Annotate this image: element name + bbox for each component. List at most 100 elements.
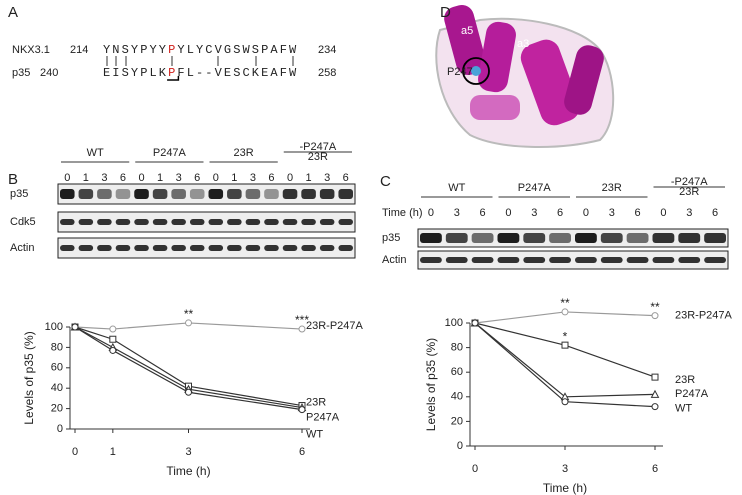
marker [109,346,117,354]
lane-label: 3 [609,207,615,219]
band [171,245,186,251]
x-axis-label: Time (h) [543,481,587,495]
band [245,219,261,225]
band [282,219,298,225]
marker [109,335,117,343]
marker [561,341,569,349]
series-label: P247A [675,388,709,400]
band [115,245,131,251]
band [301,245,316,251]
band [97,219,112,225]
sequence: YNSYPYY [103,43,168,57]
marker [71,323,79,331]
line [74,322,303,330]
band [420,257,442,263]
panel-label: D [440,4,451,21]
y-tick-label: 20 [51,403,63,415]
panel-label: C [380,173,391,190]
marker [298,325,306,333]
band [319,189,335,199]
band [264,245,279,251]
significance: *** [295,313,309,327]
group-label: 23R [234,147,254,159]
band [652,233,675,243]
lane-label: 6 [557,207,563,219]
x-axis-label: Time (h) [166,464,210,478]
band [78,189,94,199]
band [60,219,75,225]
underline [167,76,180,81]
lane-label: 0 [428,207,434,219]
marker [298,406,306,414]
band [171,189,186,199]
band [97,245,112,251]
x-tick-label: 3 [185,446,191,458]
marker [651,403,659,411]
band [523,233,546,243]
marker [185,388,192,396]
band [319,219,335,225]
band [549,257,571,263]
band [301,219,316,225]
marker [185,319,192,327]
y-tick-label: 40 [51,382,63,394]
marker [109,325,117,333]
band [189,189,205,199]
y-tick-label: 100 [45,321,63,333]
significance: ** [184,307,194,321]
band [420,233,442,243]
y-tick-label: 60 [451,366,463,378]
x-tick-label: 6 [652,463,658,475]
band [115,219,131,225]
significance: * [563,329,568,343]
x-tick-label: 1 [110,446,116,458]
lane-label: 3 [101,172,107,184]
y-tick-label: 60 [51,362,63,374]
band [78,219,94,225]
sequence-start: 214 [70,44,88,56]
line [74,326,303,411]
blot-frame [57,211,356,233]
band [704,257,726,263]
band [264,189,279,199]
x-tick-label: 6 [299,446,305,458]
band [134,245,149,251]
lane-label: 0 [287,172,293,184]
lane-label: 6 [194,172,200,184]
y-tick-label: 100 [445,317,463,329]
sequence-end: 258 [318,67,336,79]
sequence-name: NKX3.1 [12,44,50,56]
lane-label: 6 [268,172,274,184]
lane-label: 3 [686,207,692,219]
band [152,189,168,199]
structure: a5 a3 P247 [435,5,615,148]
panel-label: B [8,171,18,188]
band [338,245,353,251]
sequence: P [168,43,177,57]
row-label: p35 [10,188,28,200]
series-label: 23R-P247A [675,310,733,322]
sequence: FL--VESCKEAFW [177,66,298,80]
band [600,257,623,263]
significance: ** [650,300,660,314]
band [97,189,112,199]
band [208,189,224,199]
band [245,189,261,199]
lane-label: 3 [250,172,256,184]
band [152,245,168,251]
helix-label: a5 [461,25,473,37]
band [227,189,242,199]
lane-label: 6 [343,172,349,184]
y-tick-label: 40 [451,391,463,403]
band [319,245,335,251]
band [60,189,75,199]
group-label: -P247A [300,141,337,153]
marker [650,389,660,398]
residue-label: P247 [447,66,473,78]
y-tick-label: 80 [51,341,63,353]
row-label: p35 [382,232,400,244]
band [523,257,546,263]
sequence-start: 240 [40,67,58,79]
blot-frame [57,183,356,205]
